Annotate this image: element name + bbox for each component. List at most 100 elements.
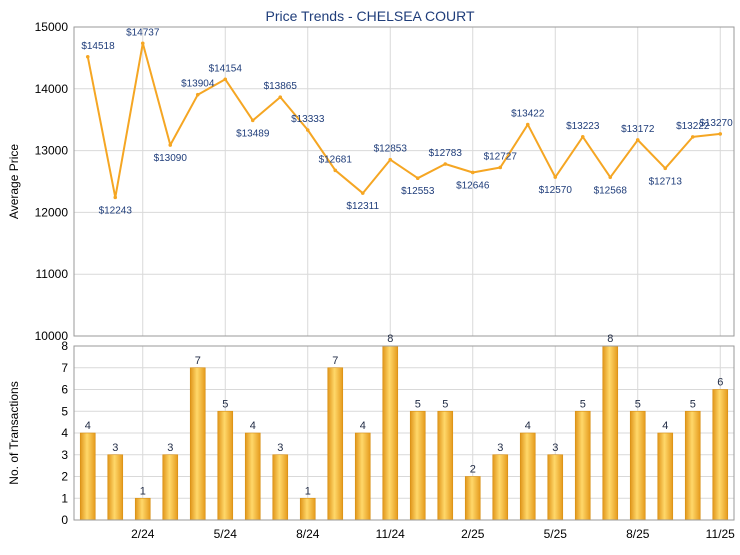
price-data-label: $12570	[539, 185, 573, 196]
transaction-bar	[492, 454, 509, 521]
price-data-label: $13333	[291, 114, 325, 125]
transaction-bar-label: 5	[442, 398, 448, 410]
price-data-label: $13489	[236, 128, 270, 139]
transaction-bar	[79, 432, 96, 521]
transaction-bar	[217, 410, 234, 521]
transaction-bar	[134, 497, 151, 521]
transaction-bar-label: 8	[607, 333, 613, 345]
price-point	[525, 122, 530, 127]
price-plot-frame	[73, 26, 735, 337]
price-data-label: $13270	[699, 118, 733, 129]
transaction-bar-label: 4	[662, 420, 668, 432]
transactions-plot-frame	[73, 345, 735, 521]
price-data-label: $13090	[154, 153, 188, 164]
price-data-label: $14737	[126, 27, 160, 38]
x-tick-label: 2/24	[131, 527, 155, 541]
x-tick-label: 11/25	[706, 527, 735, 541]
transaction-bar-label: 5	[690, 398, 696, 410]
price-point	[388, 157, 393, 162]
price-data-label: $12646	[456, 180, 490, 191]
transaction-bar-label: 3	[167, 442, 173, 454]
price-point	[140, 41, 145, 46]
x-tick-label: 8/24	[296, 527, 320, 541]
transaction-bar-label: 4	[250, 420, 256, 432]
price-data-label: $12311	[346, 201, 379, 212]
price-y-tick-label: 14000	[35, 82, 69, 96]
price-point	[580, 135, 585, 139]
transaction-bar	[574, 410, 591, 521]
price-point	[635, 138, 640, 142]
transactions-y-tick-label: 6	[61, 383, 68, 397]
transactions-y-axis-label: No. of Transactions	[7, 381, 21, 484]
price-point	[333, 168, 338, 173]
transaction-bar	[437, 410, 454, 521]
chart-title: Price Trends - CHELSEA COURT	[265, 8, 474, 24]
price-point	[553, 175, 558, 179]
transaction-bar-label: 2	[470, 464, 476, 476]
price-data-label: $13904	[181, 79, 215, 90]
price-point	[360, 191, 365, 195]
price-point	[608, 175, 613, 180]
price-data-label: $14518	[81, 41, 115, 52]
x-tick-label: 11/24	[376, 527, 405, 541]
price-point	[168, 143, 173, 147]
transactions-y-tick-label: 7	[61, 361, 68, 375]
price-data-label: $12783	[429, 148, 463, 159]
transaction-bar-label: 8	[387, 333, 393, 345]
transaction-bar-label: 6	[717, 377, 723, 389]
price-point	[305, 128, 310, 132]
price-point	[85, 54, 90, 59]
price-data-label: $13172	[621, 124, 655, 135]
transaction-bar-label: 3	[277, 442, 283, 454]
x-tick-label: 5/24	[214, 527, 238, 541]
price-data-label: $12243	[99, 205, 133, 216]
transaction-bar	[189, 367, 206, 521]
price-data-label: $12553	[401, 186, 435, 197]
transaction-bar-label: 5	[222, 398, 228, 410]
transaction-bar	[547, 454, 564, 521]
transaction-bar-label: 1	[305, 485, 311, 497]
price-point	[663, 166, 668, 171]
price-panel: 10000 11000 12000 13000 14000 15000 Average Pr…	[7, 20, 735, 343]
transaction-bar-label: 1	[140, 485, 146, 497]
price-y-tick-label: 10000	[35, 329, 69, 343]
price-data-label: $13865	[264, 81, 298, 92]
price-point	[690, 135, 695, 139]
transaction-bar	[107, 454, 124, 521]
price-data-label: $12681	[319, 154, 353, 165]
x-tick-label: 5/25	[544, 527, 568, 541]
price-data-label: $12568	[594, 185, 628, 196]
price-data-label: $13222	[676, 121, 710, 132]
transaction-bar	[712, 389, 729, 521]
price-y-tick-label: 11000	[36, 267, 69, 281]
transaction-bar-label: 4	[525, 420, 531, 432]
price-data-label: $13223	[566, 121, 600, 132]
transaction-bar	[354, 432, 371, 521]
transactions-y-tick-label: 5	[61, 404, 68, 418]
transaction-bar	[684, 410, 701, 521]
price-data-label: $12727	[484, 151, 518, 162]
transaction-bar-label: 5	[415, 398, 421, 410]
x-tick-label: 8/25	[626, 527, 650, 541]
transaction-bar-label: 7	[332, 355, 338, 367]
price-y-tick-label: 13000	[35, 144, 69, 158]
transaction-bar-label: 3	[112, 442, 118, 454]
transaction-bar-label: 7	[195, 355, 201, 367]
transaction-bar	[272, 454, 289, 521]
price-data-label: $13422	[511, 109, 545, 120]
transaction-bar	[629, 410, 646, 521]
price-data-label: $12853	[374, 144, 408, 155]
price-data-label: $12713	[649, 176, 683, 187]
transaction-bar	[657, 432, 674, 521]
transaction-bar	[327, 367, 344, 521]
price-y-tick-label: 12000	[35, 205, 69, 219]
transaction-bar	[244, 432, 261, 521]
transaction-bar	[519, 432, 536, 521]
transactions-y-tick-label: 8	[61, 339, 68, 353]
price-point	[278, 95, 283, 99]
price-point	[195, 92, 200, 97]
price-point	[498, 165, 503, 170]
transaction-bar	[299, 497, 316, 521]
transaction-bar-label: 3	[552, 442, 558, 454]
